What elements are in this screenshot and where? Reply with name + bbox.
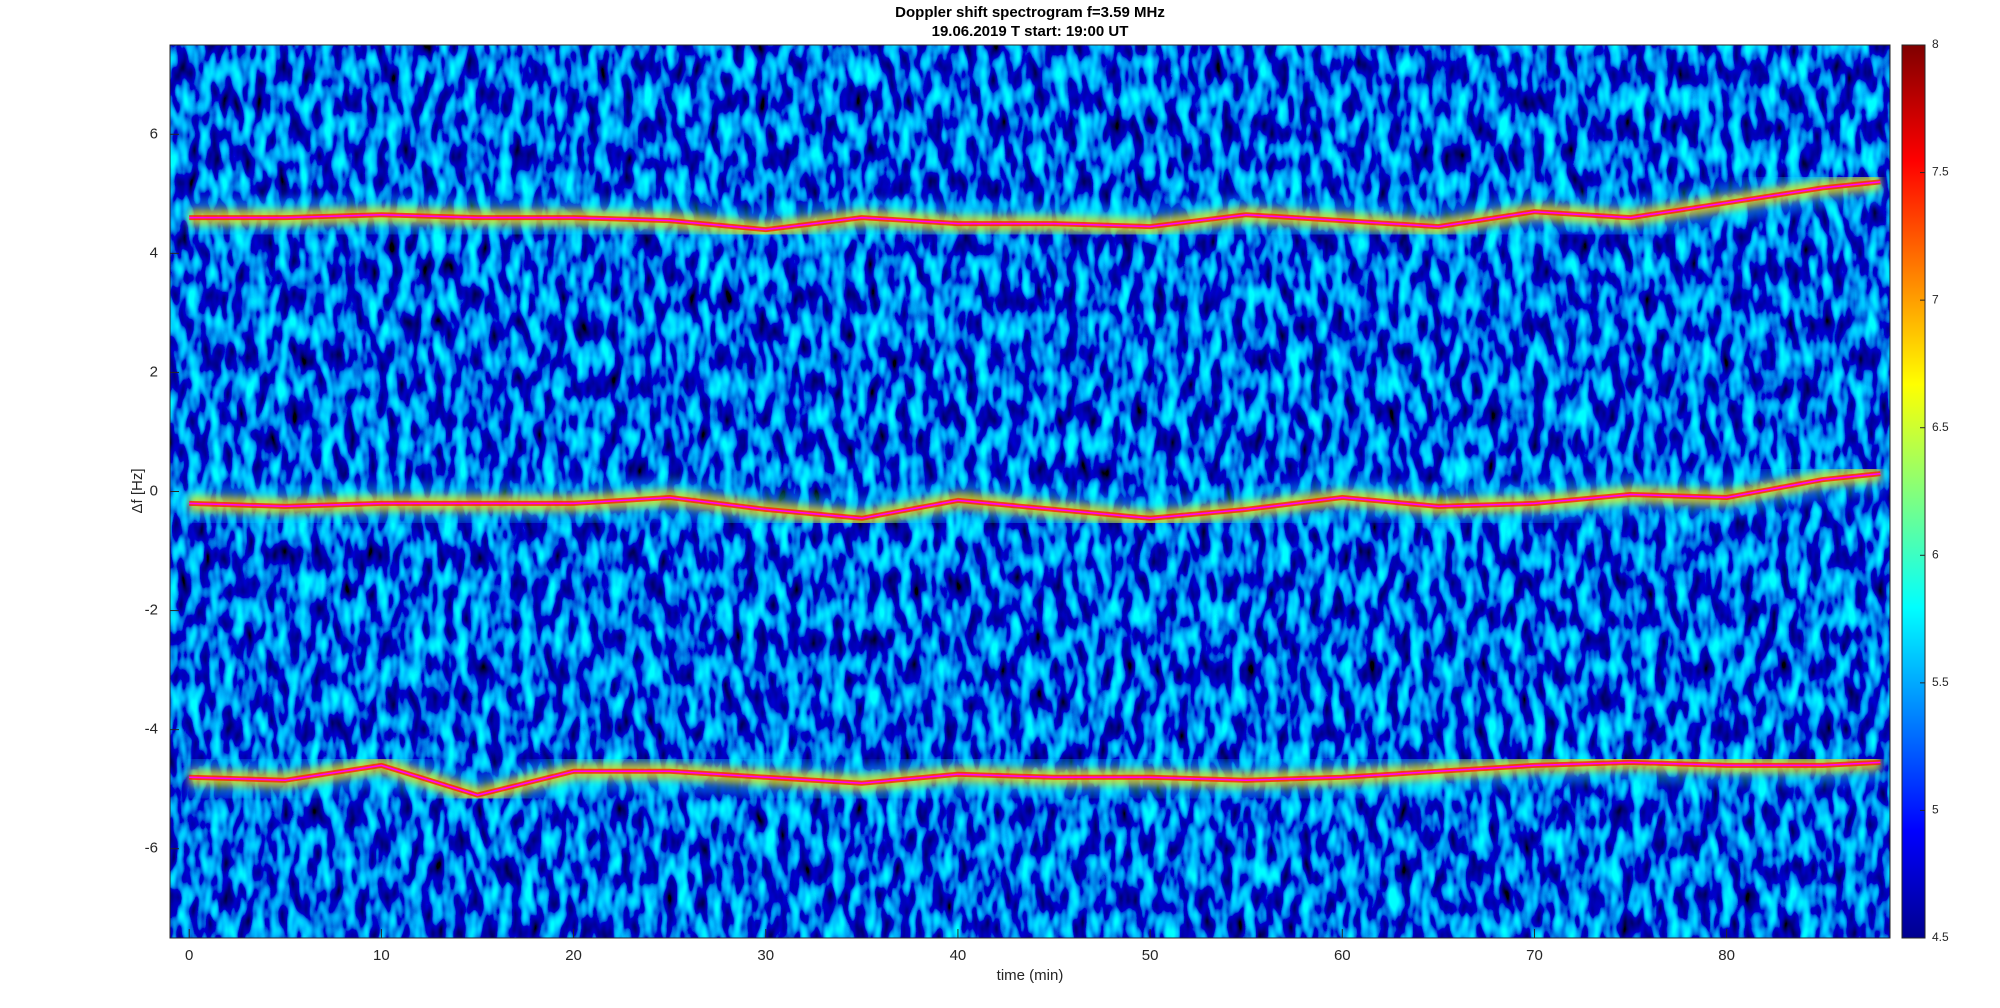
chart-title: Doppler shift spectrogram f=3.59 MHz <box>895 4 1165 21</box>
x-axis-label: time (min) <box>997 967 1064 984</box>
x-tick-label: 40 <box>950 947 967 964</box>
trace-line <box>189 181 1881 231</box>
colorbar-tick-label: 4.5 <box>1932 930 1949 944</box>
x-tick-label: 80 <box>1718 947 1735 964</box>
y-tick-label: -2 <box>145 602 158 619</box>
trace-line <box>189 472 1881 520</box>
y-tick-label: 6 <box>150 125 158 142</box>
x-tick-label: 10 <box>373 947 390 964</box>
trace-line <box>189 761 1881 796</box>
x-tick-label: 60 <box>1334 947 1351 964</box>
traces <box>188 162 1883 816</box>
colorbar-tick-label: 8 <box>1932 37 1939 51</box>
colorbar <box>1901 44 1926 939</box>
chart-subtitle: 19.06.2019 T start: 19:00 UT <box>932 23 1129 40</box>
y-tick-label: 2 <box>150 363 158 380</box>
y-tick-label: -6 <box>145 840 158 857</box>
colorbar-tick-label: 7.5 <box>1932 165 1949 179</box>
x-tick-label: 30 <box>757 947 774 964</box>
x-tick-label: 0 <box>185 947 193 964</box>
colorbar-tick-label: 5.5 <box>1932 675 1949 689</box>
colorbar-tick-label: 5 <box>1932 803 1939 817</box>
colorbar-tick-label: 6.5 <box>1932 420 1949 434</box>
y-tick-label: 4 <box>150 244 158 261</box>
y-axis-label: Δf [Hz] <box>129 468 146 513</box>
y-tick-label: 0 <box>150 482 158 499</box>
x-tick-label: 50 <box>1142 947 1159 964</box>
colorbar-tick-label: 7 <box>1932 292 1939 306</box>
colorbar-tick-label: 6 <box>1932 547 1939 561</box>
x-tick-label: 70 <box>1526 947 1543 964</box>
x-tick-label: 20 <box>565 947 582 964</box>
y-tick-label: -4 <box>145 721 158 738</box>
